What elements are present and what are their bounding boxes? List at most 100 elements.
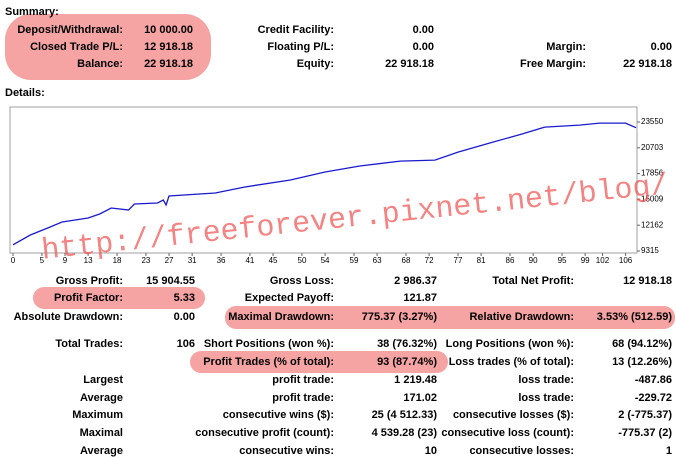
stat-label: Closed Trade P/L: <box>30 41 123 53</box>
stat-value: 106 <box>176 338 195 350</box>
stat-label: Relative Drawdown: <box>469 311 574 323</box>
x-tick-label: 18 <box>113 256 122 265</box>
equity-line <box>12 122 637 246</box>
stat-label: Free Margin: <box>519 58 586 70</box>
stat-value: 775.37 (3.27%) <box>361 311 437 323</box>
stat-value: -487.86 <box>634 374 672 386</box>
x-tick-label: 0 <box>11 256 16 265</box>
stat-label: Long Positions (won %): <box>445 338 574 350</box>
stat-label: Profit Trades (% of total): <box>203 356 334 368</box>
stat-label: Absolute Drawdown: <box>13 311 123 323</box>
x-tick-label: 90 <box>529 256 538 265</box>
stat-value: 12 918.18 <box>623 275 672 287</box>
y-tick-label: 12162 <box>641 220 664 229</box>
stat-label: consecutive loss (count): <box>441 427 574 439</box>
section-title: Summary: <box>5 6 59 18</box>
stat-label: Short Positions (won %): <box>203 338 334 350</box>
x-tick-label: 23 <box>141 256 150 265</box>
section-title: Details: <box>5 87 45 99</box>
stat-value: 2 986.37 <box>394 275 437 287</box>
x-tick-label: 59 <box>350 256 359 265</box>
stat-label: consecutive wins ($): <box>222 409 334 421</box>
stat-label: Average <box>79 392 123 404</box>
stat-label: Expected Payoff: <box>244 292 334 304</box>
stat-label: consecutive wins: <box>239 445 334 457</box>
x-tick-label: 63 <box>373 256 382 265</box>
stat-value: 22 918.18 <box>144 58 193 70</box>
stat-value: 68 (94.12%) <box>612 338 672 350</box>
highlight <box>190 351 448 373</box>
stat-label: loss trade: <box>518 392 574 404</box>
stat-value: 93 (87.74%) <box>377 356 437 368</box>
stat-value: 10 <box>424 445 437 457</box>
x-tick-label: 81 <box>477 256 486 265</box>
x-tick-label: 86 <box>506 256 515 265</box>
stat-value: 38 (76.32%) <box>377 338 437 350</box>
stat-label: Loss trades (% of total): <box>448 356 574 368</box>
y-tick-label: 15009 <box>641 195 664 204</box>
stat-label: Total Trades: <box>55 338 123 350</box>
stat-label: Floating P/L: <box>267 41 334 53</box>
stat-value: 10 000.00 <box>144 24 193 36</box>
stat-value: -229.72 <box>634 392 672 404</box>
stat-value: 12 918.18 <box>144 41 193 53</box>
x-tick-label: 106 <box>619 256 633 265</box>
x-tick-label: 95 <box>558 256 567 265</box>
x-tick-label: 41 <box>245 256 254 265</box>
stat-value: 0.00 <box>650 41 672 53</box>
stat-label: Equity: <box>296 58 334 70</box>
stat-label: consecutive losses: <box>469 445 574 457</box>
x-tick-label: 68 <box>402 256 411 265</box>
stat-label: loss trade: <box>518 374 574 386</box>
stat-value: 22 918.18 <box>385 58 434 70</box>
stat-value: 171.02 <box>403 392 437 404</box>
stat-label: Credit Facility: <box>257 24 334 36</box>
stat-value: 0.00 <box>412 41 434 53</box>
stat-label: Profit Factor: <box>53 292 123 304</box>
x-tick-label: 13 <box>84 256 93 265</box>
stat-label: profit trade: <box>272 392 334 404</box>
stat-value: 5.33 <box>173 292 195 304</box>
stat-label: consecutive losses ($): <box>452 409 574 421</box>
stat-label: profit trade: <box>272 374 334 386</box>
stat-value: 22 918.18 <box>623 58 672 70</box>
x-tick-label: 99 <box>581 256 590 265</box>
highlight <box>33 287 205 309</box>
stat-label: Deposit/Withdrawal: <box>17 24 123 36</box>
stat-value: 0.00 <box>173 311 195 323</box>
stat-value: 121.87 <box>403 292 437 304</box>
stat-value: 0.00 <box>412 24 434 36</box>
stat-value: 13 (12.26%) <box>612 356 672 368</box>
x-tick-label: 5 <box>40 256 45 265</box>
x-tick-label: 77 <box>454 256 463 265</box>
y-tick-label: 23550 <box>641 117 664 126</box>
x-tick-label: 9 <box>63 256 68 265</box>
stat-value: 4 539.28 (23) <box>371 427 437 439</box>
stat-value: 2 (-775.37) <box>618 409 672 421</box>
x-tick-label: 27 <box>165 256 174 265</box>
x-tick-label: 54 <box>321 256 330 265</box>
stat-label: Total Net Profit: <box>492 275 574 287</box>
stat-label: Maximal Drawdown: <box>228 311 334 323</box>
stat-label: Average <box>79 445 123 457</box>
stat-value: -775.37 (2) <box>618 427 672 439</box>
stat-value: 1 <box>665 445 672 457</box>
stat-label: Gross Loss: <box>269 275 334 287</box>
stat-label: Maximal <box>79 427 123 439</box>
y-tick-label: 17856 <box>641 169 664 178</box>
x-tick-label: 72 <box>425 256 434 265</box>
stat-label: Gross Profit: <box>55 275 123 287</box>
x-tick-label: 31 <box>188 256 197 265</box>
x-tick-label: 102 <box>596 256 610 265</box>
highlight <box>5 14 211 80</box>
stat-label: Largest <box>83 374 123 386</box>
y-tick-label: 20703 <box>641 143 664 152</box>
stat-value: 3.53% (512.59) <box>596 311 672 323</box>
stat-label: Balance: <box>77 58 123 70</box>
stat-value: 15 904.55 <box>146 275 195 287</box>
stat-label: Margin: <box>546 41 586 53</box>
x-tick-label: 36 <box>217 256 226 265</box>
stat-value: 1 219.48 <box>394 374 437 386</box>
